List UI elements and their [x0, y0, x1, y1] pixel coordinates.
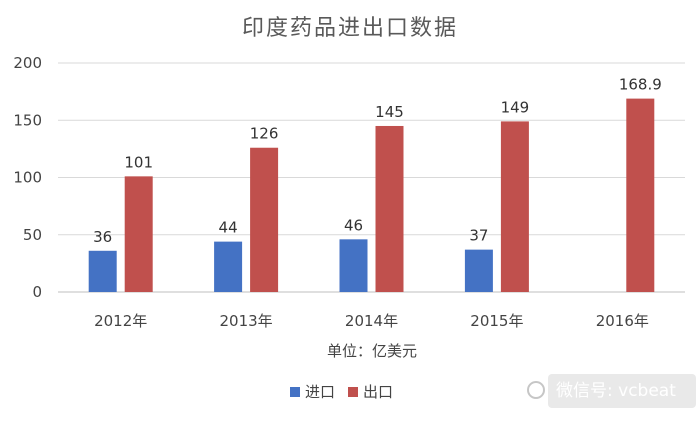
- data-label: 168.9: [619, 76, 662, 94]
- y-tick-label: 100: [13, 169, 42, 187]
- data-label: 126: [250, 125, 279, 143]
- bar-export: [626, 98, 655, 292]
- data-label: 145: [375, 103, 404, 121]
- watermark: 微信号: vcbeat: [527, 374, 696, 408]
- wechat-icon: [527, 381, 545, 399]
- y-axis-ticks: 0 50 100 150 200: [13, 54, 42, 301]
- legend-swatch: [290, 387, 300, 397]
- bar-export: [375, 125, 404, 292]
- bar-export: [500, 121, 529, 293]
- x-category-label: 2012年: [94, 312, 147, 330]
- y-tick-label: 150: [13, 111, 42, 129]
- legend: 进口 出口: [290, 383, 393, 401]
- y-tick-label: 0: [32, 283, 42, 301]
- grid-lines: [58, 62, 685, 293]
- legend-label: 进口: [305, 383, 335, 401]
- x-category-label: 2014年: [345, 312, 398, 330]
- data-label: 36: [93, 228, 112, 246]
- x-category-label: 2015年: [470, 312, 523, 330]
- data-labels: 36 101 44 126 46 145 37 149 168.9: [93, 76, 662, 246]
- legend-label: 出口: [363, 383, 393, 401]
- x-axis-categories: 2012年 2013年 2014年 2015年 2016年: [94, 312, 649, 330]
- y-tick-label: 50: [23, 226, 42, 244]
- data-label: 44: [219, 219, 238, 237]
- watermark-backdrop: [548, 374, 696, 408]
- chart-title: 印度药品进出口数据: [242, 16, 458, 41]
- bar-export: [250, 147, 279, 292]
- legend-swatch: [348, 387, 358, 397]
- bar-import: [214, 241, 243, 292]
- data-label: 101: [124, 153, 153, 171]
- unit-note: 单位：亿美元: [327, 342, 417, 360]
- bar-import: [339, 239, 368, 292]
- x-category-label: 2013年: [220, 312, 273, 330]
- data-label: 46: [344, 216, 363, 234]
- watermark-text: 微信号: vcbeat: [556, 381, 676, 401]
- bar-import: [88, 250, 117, 292]
- bar-import: [464, 249, 493, 292]
- bar-export: [124, 176, 153, 292]
- x-category-label: 2016年: [596, 312, 649, 330]
- data-label: 149: [501, 98, 530, 116]
- y-tick-label: 200: [13, 54, 42, 72]
- data-label: 37: [469, 227, 488, 245]
- bars: [88, 98, 655, 293]
